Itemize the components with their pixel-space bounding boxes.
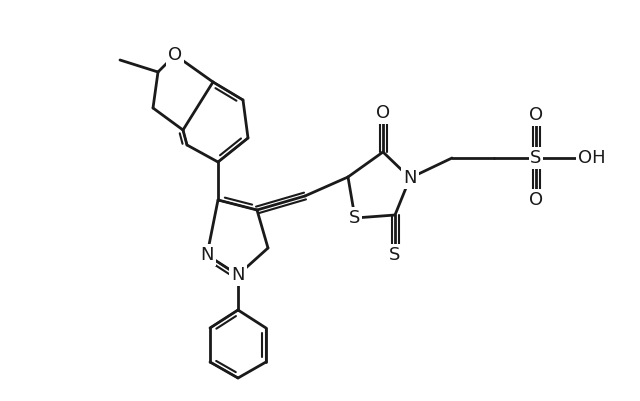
Text: S: S <box>531 149 541 167</box>
Text: N: N <box>231 266 244 284</box>
Text: N: N <box>403 169 417 187</box>
Text: S: S <box>389 246 401 264</box>
Text: S: S <box>349 209 361 227</box>
Text: OH: OH <box>578 149 605 167</box>
Text: O: O <box>529 106 543 124</box>
Text: O: O <box>529 191 543 209</box>
Text: O: O <box>168 46 182 64</box>
Text: O: O <box>376 104 390 122</box>
Text: N: N <box>200 246 214 264</box>
